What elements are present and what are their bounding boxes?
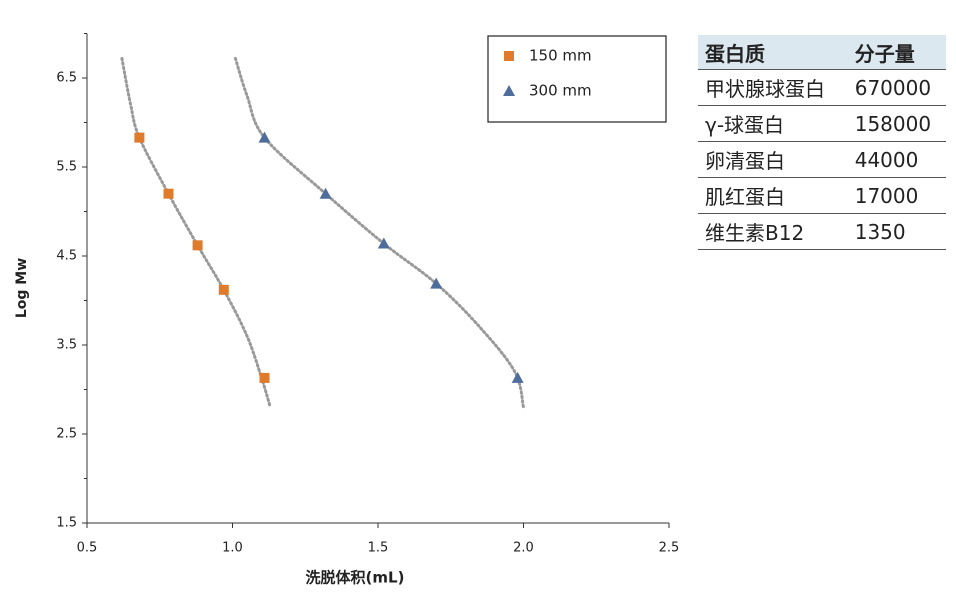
point bbox=[511, 371, 524, 383]
x-tick-label: 2.5 bbox=[659, 541, 680, 556]
header-cell: 蛋白质 bbox=[698, 35, 848, 70]
table-cell: 670000 bbox=[847, 69, 946, 106]
x-tick-label: 0.5 bbox=[77, 541, 98, 556]
fit-curve bbox=[233, 56, 525, 409]
table-row: 肌红蛋白 17000 bbox=[698, 177, 946, 214]
y-axis-label: Log Mw bbox=[14, 258, 30, 318]
y-tick-label: 4.5 bbox=[56, 249, 77, 264]
table-cell: 17000 bbox=[847, 177, 946, 214]
chart: 洗脱体积(mL) Log Mw 1.5 2.5 3.5 4.5 5.5 6.5 0.5 1.0… bbox=[14, 33, 680, 587]
header-cell: 分子量 bbox=[847, 35, 946, 70]
legend-label: 300 mm bbox=[529, 82, 592, 100]
table-cell: 甲状腺球蛋白 bbox=[698, 69, 848, 106]
point bbox=[134, 132, 145, 143]
x-axis-label: 洗脱体积(mL) bbox=[306, 569, 405, 587]
x-tick-label: 1.0 bbox=[222, 541, 243, 556]
point bbox=[377, 237, 390, 249]
x-tick-label: 1.5 bbox=[368, 541, 389, 556]
legend-symbol bbox=[503, 85, 515, 96]
table-cell: γ-球蛋白 bbox=[698, 105, 848, 142]
fit-curve bbox=[120, 56, 272, 409]
y-tick-label: 6.5 bbox=[56, 71, 77, 86]
point bbox=[192, 240, 203, 251]
table-cell: 1350 bbox=[847, 213, 946, 250]
point bbox=[163, 188, 174, 199]
table-cell: 维生素B12 bbox=[698, 213, 848, 250]
table-cell: 44000 bbox=[847, 141, 946, 178]
legend-box bbox=[487, 35, 667, 123]
point bbox=[259, 372, 270, 383]
table-body: 甲状腺球蛋白 670000 γ-球蛋白 158000 卵清蛋白 44000 肌红蛋白 1700… bbox=[698, 69, 946, 250]
point bbox=[258, 131, 271, 143]
table-cell: 卵清蛋白 bbox=[698, 141, 848, 178]
table-row: γ-球蛋白 158000 bbox=[698, 105, 946, 142]
legend-symbol bbox=[504, 51, 514, 61]
table-row: 卵清蛋白 44000 bbox=[698, 141, 946, 178]
y-tick-label: 1.5 bbox=[56, 516, 77, 531]
y-tick-label: 3.5 bbox=[56, 338, 77, 353]
table-row: 甲状腺球蛋白 670000 bbox=[698, 69, 946, 106]
point bbox=[430, 277, 443, 289]
table-cell: 肌红蛋白 bbox=[698, 177, 848, 214]
point bbox=[319, 187, 332, 199]
x-tick-label: 2.0 bbox=[513, 541, 534, 556]
y-tick-label: 5.5 bbox=[56, 160, 77, 175]
protein-table: 蛋白质 分子量 甲状腺球蛋白 670000 γ-球蛋白 158000 卵清蛋白 44000 肌… bbox=[698, 35, 946, 250]
legend-label: 150 mm bbox=[529, 47, 592, 65]
y-tick-label: 2.5 bbox=[56, 427, 77, 442]
point bbox=[218, 284, 229, 295]
header-row: 蛋白质 分子量 bbox=[698, 35, 946, 70]
table-row: 维生素B12 1350 bbox=[698, 213, 946, 250]
table-cell: 158000 bbox=[847, 105, 946, 142]
